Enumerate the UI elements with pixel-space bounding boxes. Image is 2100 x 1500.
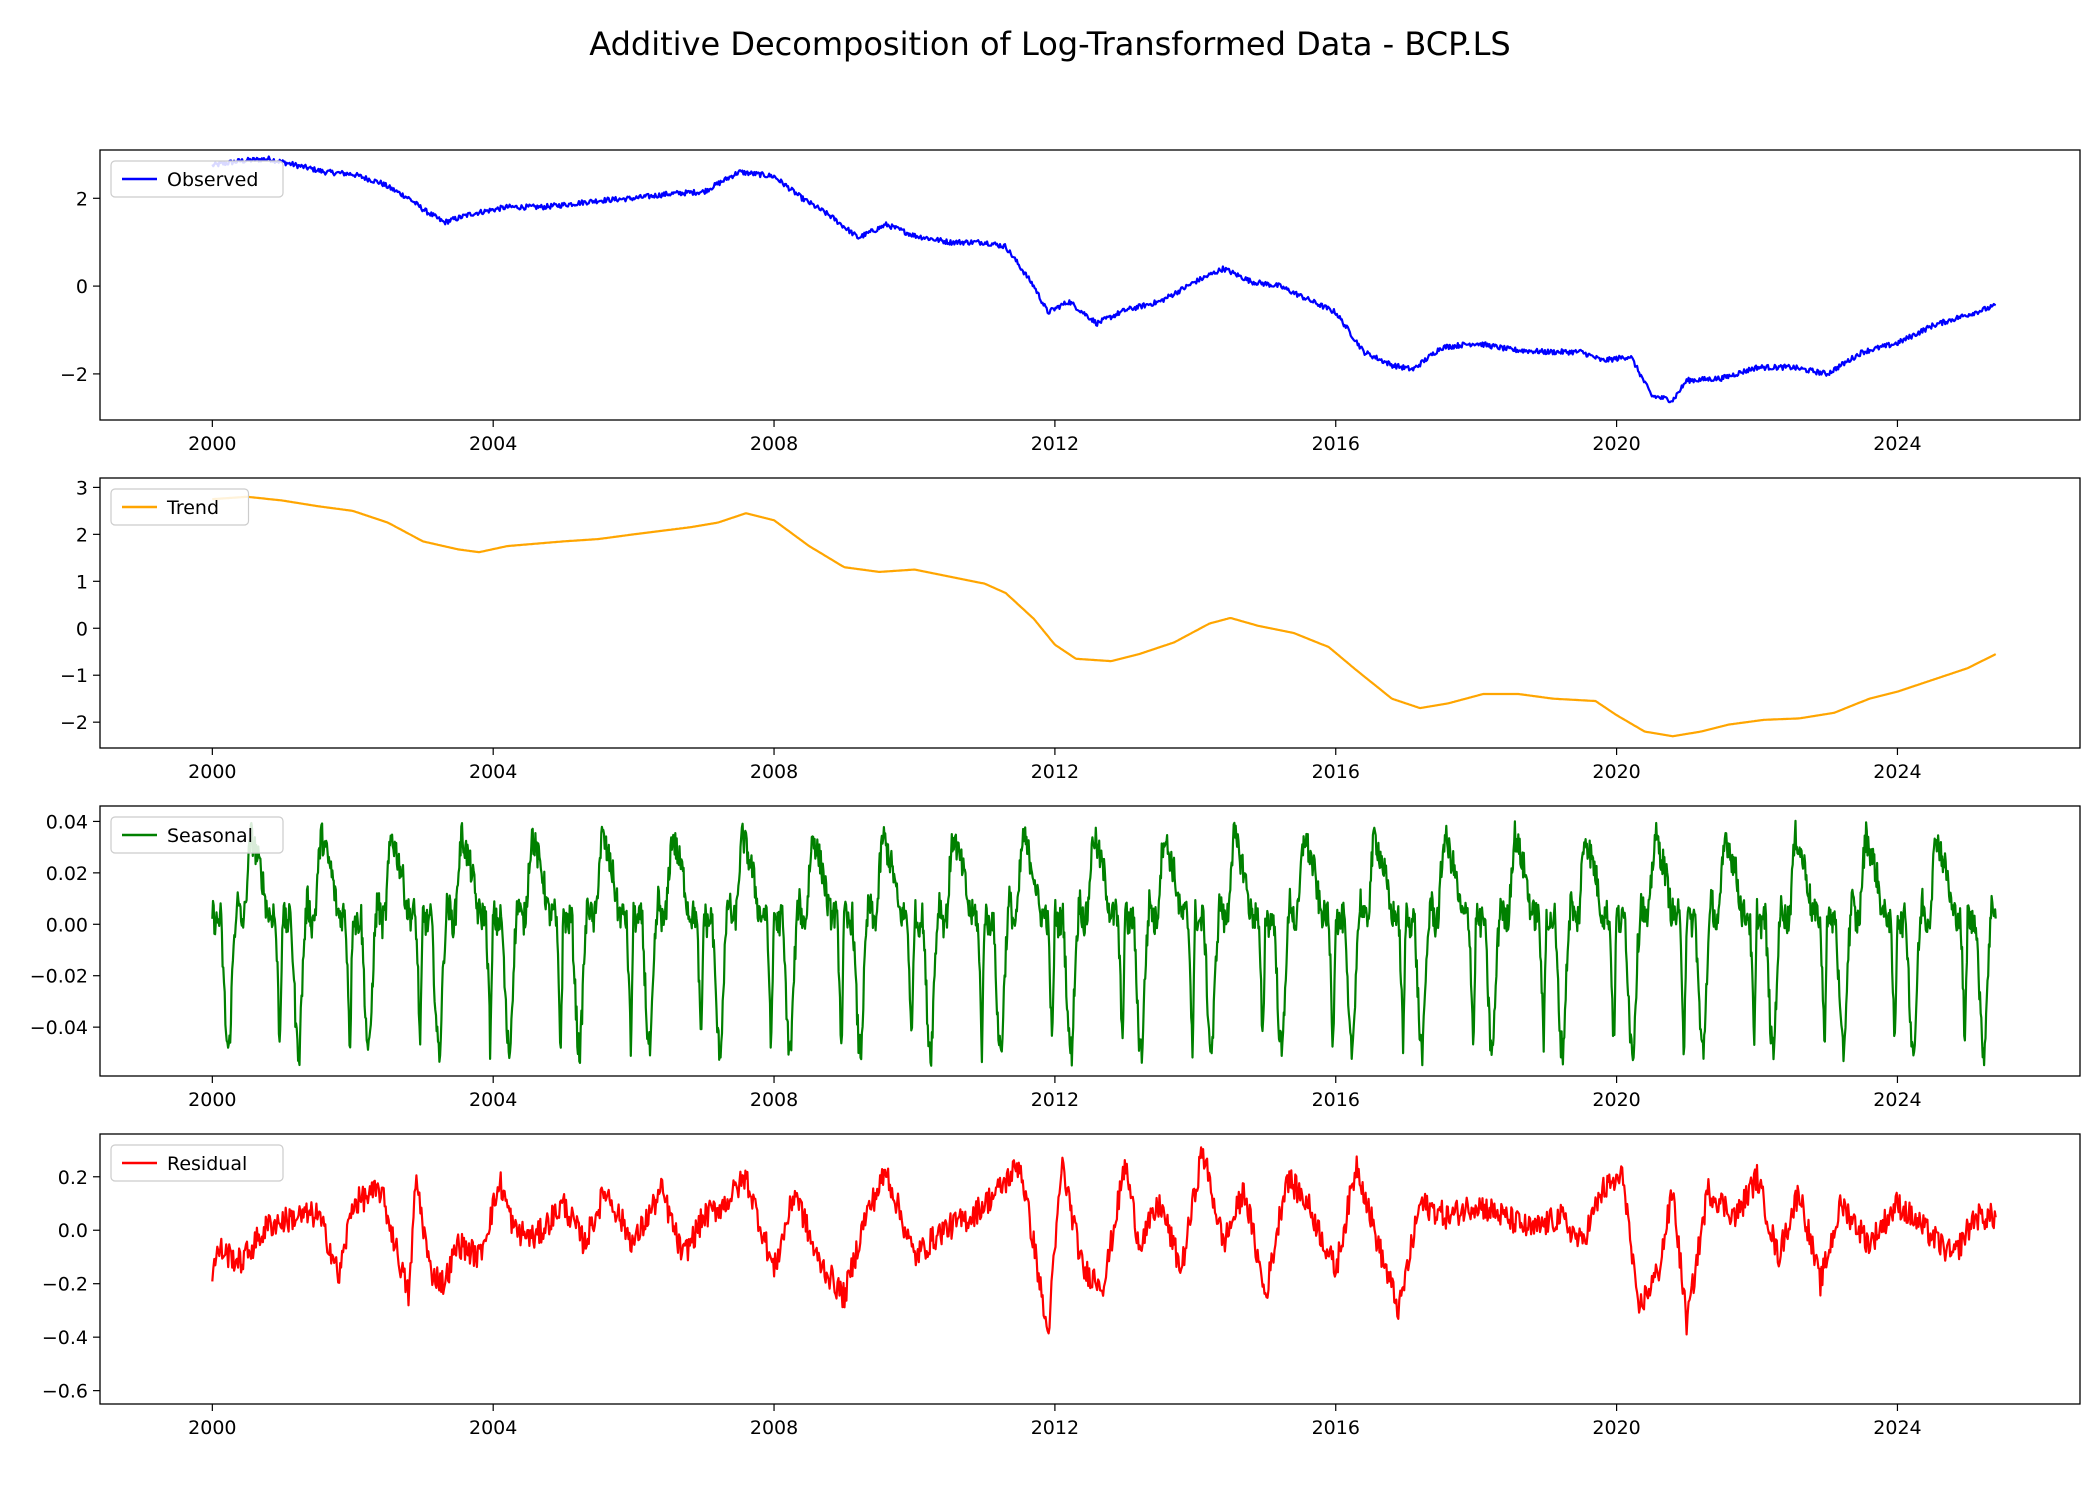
- y-tick-label: −0.04: [30, 1017, 88, 1039]
- x-tick-label: 2000: [188, 433, 236, 455]
- legend-label-residual: Residual: [167, 1153, 247, 1175]
- legend: Trend: [110, 488, 250, 526]
- series-line-trend: [212, 495, 1997, 738]
- x-tick-label: 2020: [1592, 761, 1640, 783]
- legend-box: [110, 160, 284, 198]
- y-tick-label: −0.2: [42, 1274, 88, 1296]
- axes-frame: [99, 477, 2081, 749]
- y-tick-label: 0.02: [46, 863, 88, 885]
- x-tick-label: 2020: [1592, 433, 1640, 455]
- x-tick-label: 2012: [1031, 761, 1079, 783]
- series-line-seasonal: [211, 819, 1997, 1067]
- x-tick-label: 2016: [1312, 761, 1360, 783]
- panel-1: 2000 2004 2008 2012 2016 2020 2024 −2 0 2 Observed: [60, 149, 2081, 455]
- legend-label-seasonal: Seasonal: [167, 825, 253, 847]
- legend-box: [110, 488, 250, 526]
- y-tick-label: −1: [60, 665, 88, 687]
- axes-frame: [99, 805, 2081, 1077]
- x-tick-label: 2008: [750, 761, 798, 783]
- y-tick-label: −2: [60, 364, 88, 386]
- panels: 2000 2004 2008 2012 2016 2020 2024 −2 0 2 Observed…: [30, 149, 2081, 1439]
- x-tick-label: 2008: [750, 1417, 798, 1439]
- y-tick-label: 2: [76, 188, 88, 210]
- y-tick-label: −0.4: [42, 1327, 88, 1349]
- x-tick-label: 2000: [188, 761, 236, 783]
- legend: Residual: [110, 1144, 284, 1182]
- panel-4: 2000 2004 2008 2012 2016 2020 2024 −0.6 −0.4 −0.2…: [42, 1133, 2081, 1439]
- panel-3: 2000 2004 2008 2012 2016 2020 2024 −0.04 −0.02 0.…: [30, 805, 2081, 1111]
- x-tick-label: 2016: [1312, 1089, 1360, 1111]
- x-tick-label: 2024: [1873, 1417, 1921, 1439]
- x-tick-label: 2000: [188, 1089, 236, 1111]
- x-tick-label: 2000: [188, 1417, 236, 1439]
- y-tick-label: −2: [60, 712, 88, 734]
- legend: Seasonal: [110, 816, 284, 854]
- y-tick-label: 1: [76, 571, 88, 593]
- x-tick-label: 2008: [750, 1089, 798, 1111]
- panel-2: 2000 2004 2008 2012 2016 2020 2024 −2 −1 0 1 2 3 Tren…: [60, 477, 2081, 783]
- y-tick-label: 0.2: [58, 1167, 88, 1189]
- x-tick-label: 2012: [1031, 1417, 1079, 1439]
- x-tick-label: 2004: [469, 761, 517, 783]
- x-tick-label: 2004: [469, 433, 517, 455]
- legend-label-trend: Trend: [166, 497, 219, 519]
- y-tick-label: 3: [76, 477, 88, 499]
- legend: Observed: [110, 160, 284, 198]
- legend-label-observed: Observed: [167, 169, 258, 191]
- x-tick-label: 2020: [1592, 1417, 1640, 1439]
- y-tick-label: 0.00: [46, 914, 88, 936]
- y-tick-label: 0.0: [58, 1220, 88, 1242]
- figure-title: Additive Decomposition of Log-Transforme…: [589, 25, 1510, 63]
- x-tick-label: 2024: [1873, 1089, 1921, 1111]
- x-tick-label: 2008: [750, 433, 798, 455]
- x-tick-label: 2024: [1873, 433, 1921, 455]
- x-tick-label: 2004: [469, 1089, 517, 1111]
- axes-frame: [99, 1133, 2081, 1405]
- x-tick-label: 2016: [1312, 433, 1360, 455]
- legend-box: [110, 1144, 284, 1182]
- y-tick-label: 0.04: [46, 811, 88, 833]
- axes-frame: [99, 149, 2081, 421]
- y-tick-label: −0.02: [30, 966, 88, 988]
- x-tick-label: 2004: [469, 1417, 517, 1439]
- x-tick-label: 2020: [1592, 1089, 1640, 1111]
- y-tick-label: 0: [76, 276, 88, 298]
- y-tick-label: −0.6: [42, 1381, 88, 1403]
- y-tick-label: 2: [76, 524, 88, 546]
- series-line-residual: [211, 1146, 1997, 1336]
- x-tick-label: 2012: [1031, 433, 1079, 455]
- legend-box: [110, 816, 284, 854]
- x-tick-label: 2012: [1031, 1089, 1079, 1111]
- y-tick-label: 0: [76, 618, 88, 640]
- x-tick-label: 2024: [1873, 761, 1921, 783]
- x-tick-label: 2016: [1312, 1417, 1360, 1439]
- series-line-observed: [211, 155, 1997, 404]
